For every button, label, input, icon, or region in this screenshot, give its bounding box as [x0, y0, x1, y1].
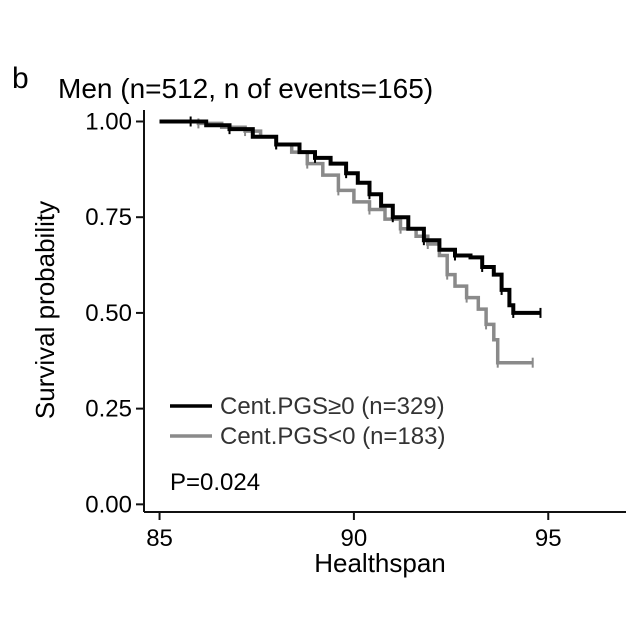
legend: Cent.PGS≥0 (n=329) Cent.PGS<0 (n=183): [170, 393, 445, 450]
x-tick-label: 95: [535, 525, 562, 552]
y-tick-label: 0.25: [85, 396, 132, 423]
survival-curves: [160, 116, 541, 367]
panel-letter: b: [12, 62, 29, 95]
legend-label-low: Cent.PGS<0 (n=183): [220, 423, 445, 450]
y-tick-label: 1.00: [85, 108, 132, 135]
y-axis-title: Survival probability: [30, 201, 60, 419]
x-axis-title: Healthspan: [314, 548, 446, 578]
y-ticks: 0.00 0.25 0.50 0.75 1.00: [85, 108, 144, 518]
x-ticks: 85 90 95: [146, 512, 561, 552]
p-value-annotation: P=0.024: [170, 469, 260, 496]
survival-curve-high: [160, 122, 541, 313]
y-tick-label: 0.75: [85, 204, 132, 231]
y-tick-label: 0.00: [85, 491, 132, 518]
y-tick-label: 0.50: [85, 300, 132, 327]
legend-label-high: Cent.PGS≥0 (n=329): [220, 393, 445, 420]
x-tick-label: 85: [146, 525, 173, 552]
survival-curve-low: [160, 122, 533, 363]
x-tick-label: 90: [341, 525, 368, 552]
chart-title: Men (n=512, n of events=165): [58, 73, 433, 104]
